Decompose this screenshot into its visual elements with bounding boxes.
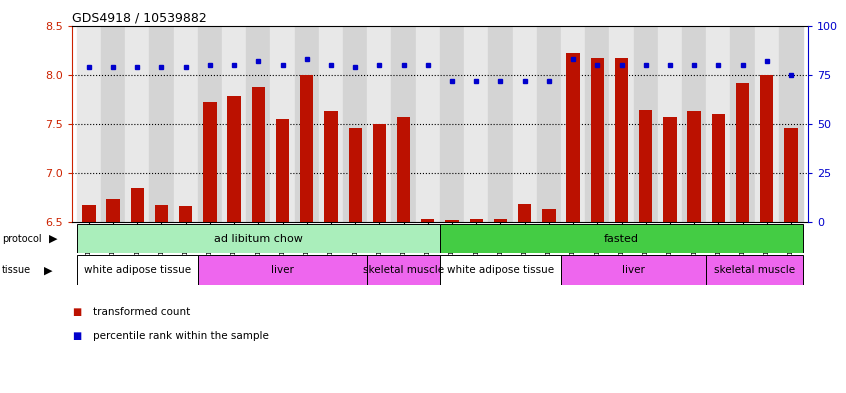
Bar (663, 117, 677, 222)
Bar (271, 26, 294, 222)
Bar (779, 26, 803, 222)
Text: white adipose tissue: white adipose tissue (447, 265, 554, 275)
Bar (82, 205, 96, 222)
Bar (760, 75, 773, 222)
Bar (198, 26, 222, 222)
Bar (77, 255, 198, 285)
Bar (494, 219, 507, 222)
Bar (591, 58, 604, 222)
Bar (585, 26, 609, 222)
Bar (536, 26, 561, 222)
Bar (542, 209, 556, 222)
Bar (173, 26, 198, 222)
Bar (567, 53, 580, 222)
Bar (682, 26, 706, 222)
Bar (179, 206, 192, 222)
Bar (373, 124, 386, 222)
Text: ad libitum chow: ad libitum chow (214, 234, 303, 244)
Bar (609, 26, 634, 222)
Bar (706, 255, 803, 285)
Bar (251, 87, 265, 222)
Text: GDS4918 / 10539882: GDS4918 / 10539882 (72, 12, 206, 25)
Text: white adipose tissue: white adipose tissue (84, 265, 191, 275)
Bar (203, 102, 217, 222)
Bar (711, 114, 725, 222)
Text: percentile rank within the sample: percentile rank within the sample (93, 331, 269, 341)
Bar (300, 75, 313, 222)
Bar (150, 26, 173, 222)
Bar (615, 58, 629, 222)
Bar (755, 26, 779, 222)
Bar (397, 117, 410, 222)
Bar (421, 219, 435, 222)
Text: skeletal muscle: skeletal muscle (363, 265, 444, 275)
Bar (445, 220, 459, 222)
Bar (470, 219, 483, 222)
Bar (561, 26, 585, 222)
Bar (513, 26, 536, 222)
Bar (464, 26, 488, 222)
Text: fasted: fasted (604, 234, 639, 244)
Bar (324, 111, 338, 222)
Bar (440, 26, 464, 222)
Text: protocol: protocol (2, 234, 41, 244)
Bar (518, 204, 531, 222)
Bar (228, 96, 241, 222)
Bar (658, 26, 682, 222)
Bar (107, 199, 120, 222)
Bar (155, 205, 168, 222)
Bar (561, 255, 706, 285)
Bar (367, 255, 440, 285)
Bar (639, 110, 652, 222)
Bar (343, 26, 367, 222)
Bar (246, 26, 271, 222)
Bar (77, 26, 101, 222)
Text: tissue: tissue (2, 265, 30, 275)
Text: liver: liver (622, 265, 645, 275)
Bar (294, 26, 319, 222)
Text: skeletal muscle: skeletal muscle (714, 265, 795, 275)
Bar (784, 128, 798, 222)
Bar (198, 255, 367, 285)
Bar (634, 26, 658, 222)
Bar (319, 26, 343, 222)
Bar (688, 111, 700, 222)
Bar (440, 224, 803, 253)
Text: ▶: ▶ (49, 234, 58, 244)
Text: ■: ■ (72, 307, 81, 318)
Bar (130, 187, 144, 222)
Bar (730, 26, 755, 222)
Bar (415, 26, 440, 222)
Bar (276, 119, 289, 222)
Text: transformed count: transformed count (93, 307, 190, 318)
Bar (488, 26, 513, 222)
Bar (125, 26, 150, 222)
Text: ▶: ▶ (44, 265, 52, 275)
Text: ■: ■ (72, 331, 81, 341)
Bar (706, 26, 730, 222)
Bar (367, 26, 392, 222)
Bar (392, 26, 415, 222)
Bar (222, 26, 246, 222)
Bar (101, 26, 125, 222)
Bar (77, 224, 440, 253)
Bar (349, 128, 362, 222)
Bar (736, 83, 750, 222)
Bar (440, 255, 561, 285)
Text: liver: liver (271, 265, 294, 275)
